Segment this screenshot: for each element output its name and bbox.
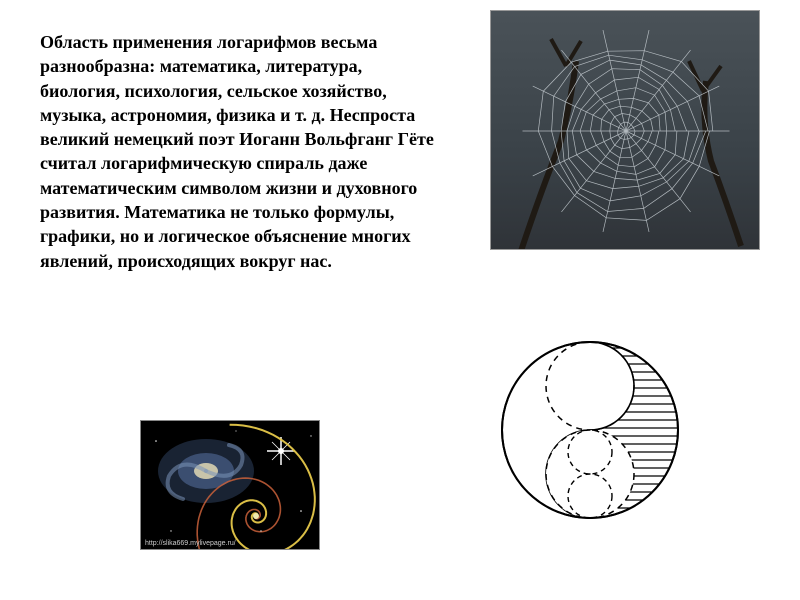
spiderweb-svg xyxy=(491,11,760,250)
galaxy-svg xyxy=(141,421,320,550)
yinyang-svg xyxy=(490,330,690,530)
yinyang-diagram xyxy=(490,330,690,530)
main-paragraph: Область применения логарифмов весьма раз… xyxy=(40,30,440,273)
galaxy-caption: http://slika669.mylivepage.ru/ xyxy=(145,540,236,547)
spiderweb-image xyxy=(490,10,760,250)
galaxy-image: http://slika669.mylivepage.ru/ xyxy=(140,420,320,550)
